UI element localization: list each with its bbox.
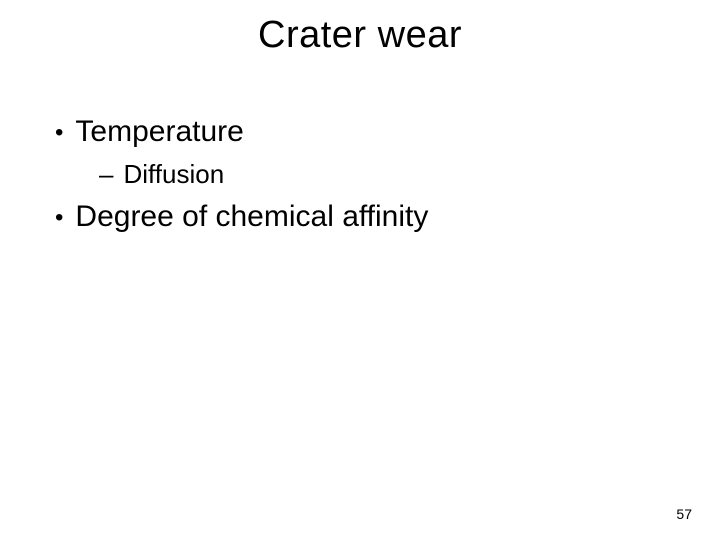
bullet-marker-icon: • xyxy=(55,115,63,151)
slide-title: Crater wear xyxy=(0,0,720,57)
bullet-marker-icon: • xyxy=(55,200,63,236)
page-number: 57 xyxy=(676,506,692,522)
bullet-text: Degree of chemical affinity xyxy=(75,200,428,234)
bullet-text: Diffusion xyxy=(123,159,224,190)
slide-content: • Temperature – Diffusion • Degree of ch… xyxy=(0,57,720,236)
bullet-text: Temperature xyxy=(75,115,243,149)
bullet-marker-icon: – xyxy=(99,159,113,190)
bullet-item-level2: – Diffusion xyxy=(55,159,720,190)
slide-container: Crater wear • Temperature – Diffusion • … xyxy=(0,0,720,540)
bullet-item-level1: • Temperature xyxy=(55,115,720,151)
bullet-item-level1: • Degree of chemical affinity xyxy=(55,200,720,236)
